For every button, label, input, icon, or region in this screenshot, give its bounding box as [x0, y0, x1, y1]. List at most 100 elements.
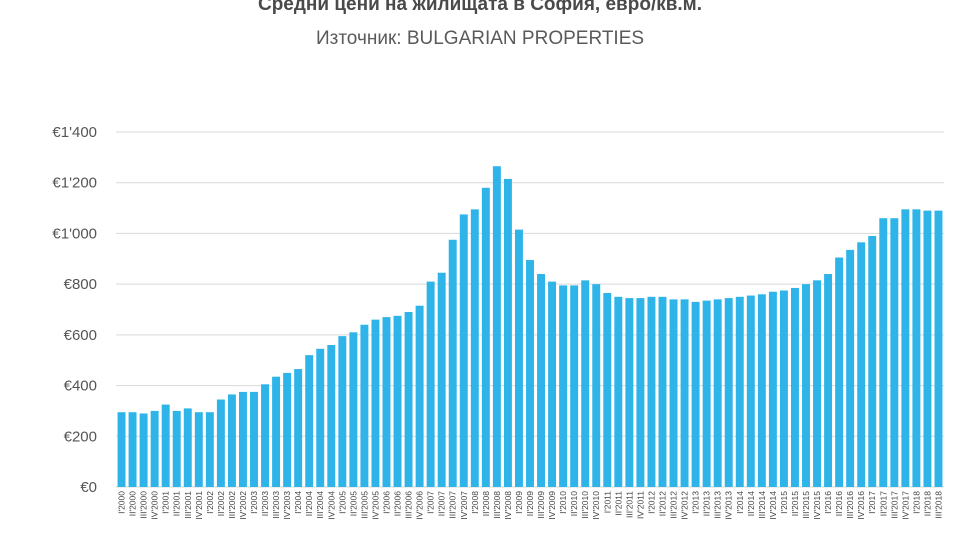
y-tick-label: €600: [64, 327, 97, 344]
x-tick-label: IV'2007: [459, 491, 469, 520]
bar: [183, 408, 192, 487]
y-tick-label: €1'200: [52, 175, 97, 192]
bar: [415, 305, 424, 487]
x-tick-label: IV'2012: [680, 491, 690, 520]
x-tick-label: III'2010: [580, 491, 590, 519]
bar: [658, 296, 667, 487]
x-axis: I'2000 II'2000 III'2000 IV'2000 I'2001 II'200…: [117, 491, 944, 520]
x-tick-label: IV'2010: [591, 491, 601, 520]
bar: [227, 394, 236, 487]
bar: [161, 404, 170, 487]
chart-title: Средни цени на жилищата в София, евро/кв…: [257, 0, 703, 15]
x-tick-label: IV'2008: [503, 491, 513, 520]
bar: [448, 239, 457, 487]
bar: [570, 285, 579, 487]
y-tick-label: €0: [80, 479, 97, 496]
x-tick-label: I'2017: [867, 491, 877, 514]
x-tick-label: I'2015: [779, 491, 789, 514]
x-tick-label: IV'2009: [547, 491, 557, 520]
bar: [768, 291, 777, 487]
bar: [757, 294, 766, 487]
bar: [647, 296, 656, 487]
bar: [625, 298, 634, 487]
bar: [514, 229, 523, 487]
x-tick-label: II'2015: [790, 491, 800, 517]
bar: [824, 274, 833, 487]
bar: [437, 272, 446, 487]
bar: [537, 274, 546, 487]
x-tick-label: I'2008: [470, 491, 480, 514]
x-tick-label: II'2016: [834, 491, 844, 517]
x-tick-label: IV'2015: [812, 491, 822, 520]
x-tick-label: III'2018: [933, 491, 943, 519]
bar: [294, 369, 303, 487]
x-tick-label: I'2003: [249, 491, 259, 514]
x-tick-label: I'2009: [514, 491, 524, 514]
x-tick-label: III'2014: [757, 491, 767, 519]
bar: [846, 249, 855, 487]
y-tick-label: €1'400: [52, 124, 97, 141]
bar: [128, 412, 137, 487]
x-tick-label: I'2006: [381, 491, 391, 514]
x-tick-label: III'2016: [845, 491, 855, 519]
x-tick-label: III'2006: [404, 491, 414, 519]
bar: [216, 399, 225, 487]
x-tick-label: II'2014: [746, 491, 756, 517]
chart-subtitle: Източник: BULGARIAN PROPERTIES: [315, 28, 645, 49]
bar: [360, 324, 369, 487]
bar: [272, 376, 281, 487]
x-tick-label: IV'2011: [635, 491, 645, 519]
bar: [426, 281, 435, 487]
bar: [802, 284, 810, 487]
x-tick-label: III'2001: [183, 491, 193, 519]
bar: [194, 412, 203, 487]
x-tick-label: II'2013: [702, 491, 712, 517]
bar: [404, 312, 413, 487]
x-tick-label: III'2000: [139, 491, 149, 519]
bar: [305, 355, 314, 487]
x-tick-label: I'2001: [161, 491, 171, 514]
x-tick-label: IV'2000: [150, 491, 160, 520]
x-tick-label: II'2008: [481, 491, 491, 517]
x-tick-label: I'2016: [823, 491, 833, 514]
bar: [691, 301, 700, 487]
bar: [879, 218, 888, 487]
bar: [592, 284, 601, 487]
bar: [250, 391, 258, 487]
bar: [481, 187, 490, 488]
x-tick-label: II'2011: [613, 491, 623, 516]
x-tick-label: III'2015: [801, 491, 811, 519]
bar: [680, 299, 689, 487]
x-tick-label: II'2001: [172, 491, 182, 517]
bar: [724, 298, 733, 487]
x-tick-label: III'2009: [536, 491, 546, 519]
bar: [382, 317, 391, 487]
x-tick-label: I'2012: [646, 491, 656, 514]
x-tick-label: III'2007: [448, 491, 458, 519]
bar: [503, 178, 512, 488]
x-tick-label: III'2017: [889, 491, 899, 519]
x-tick-label: II'2005: [348, 491, 358, 517]
x-tick-label: IV'2006: [415, 491, 425, 520]
bar: [526, 260, 534, 487]
y-tick-label: €1'000: [52, 225, 97, 242]
bar: [868, 235, 877, 487]
x-tick-label: II'2018: [922, 491, 932, 517]
bar: [559, 285, 568, 487]
y-axis: €0 €200 €400 €600 €800 €1'000 €1'200 €1'400: [52, 124, 97, 496]
x-tick-label: IV'2001: [194, 491, 204, 520]
y-tick-label: €200: [64, 428, 97, 445]
bar: [735, 296, 744, 487]
bar: [139, 413, 148, 487]
bar: [669, 299, 678, 487]
bar: [790, 287, 799, 487]
bar: [238, 391, 247, 487]
bar: [746, 295, 755, 487]
bar: [934, 210, 943, 487]
x-tick-label: I'2014: [735, 491, 745, 514]
x-tick-label: I'2010: [558, 491, 568, 514]
x-tick-label: IV'2017: [900, 491, 910, 520]
bar: [923, 210, 932, 487]
bar: [713, 299, 722, 487]
